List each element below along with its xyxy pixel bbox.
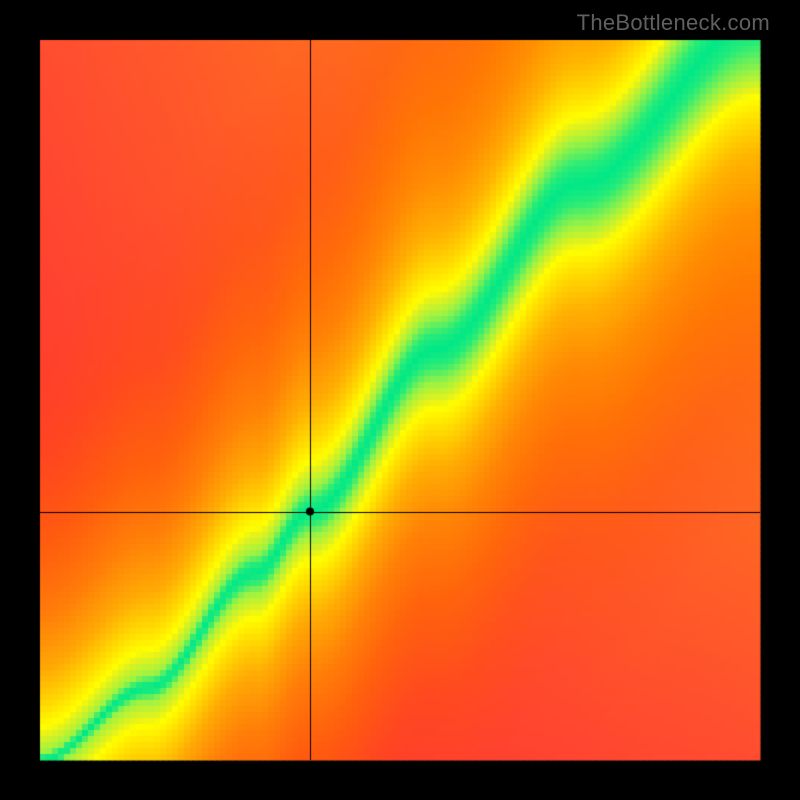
chart-container: TheBottleneck.com: [0, 0, 800, 800]
bottleneck-heatmap: [0, 0, 800, 800]
watermark-text: TheBottleneck.com: [577, 10, 770, 36]
